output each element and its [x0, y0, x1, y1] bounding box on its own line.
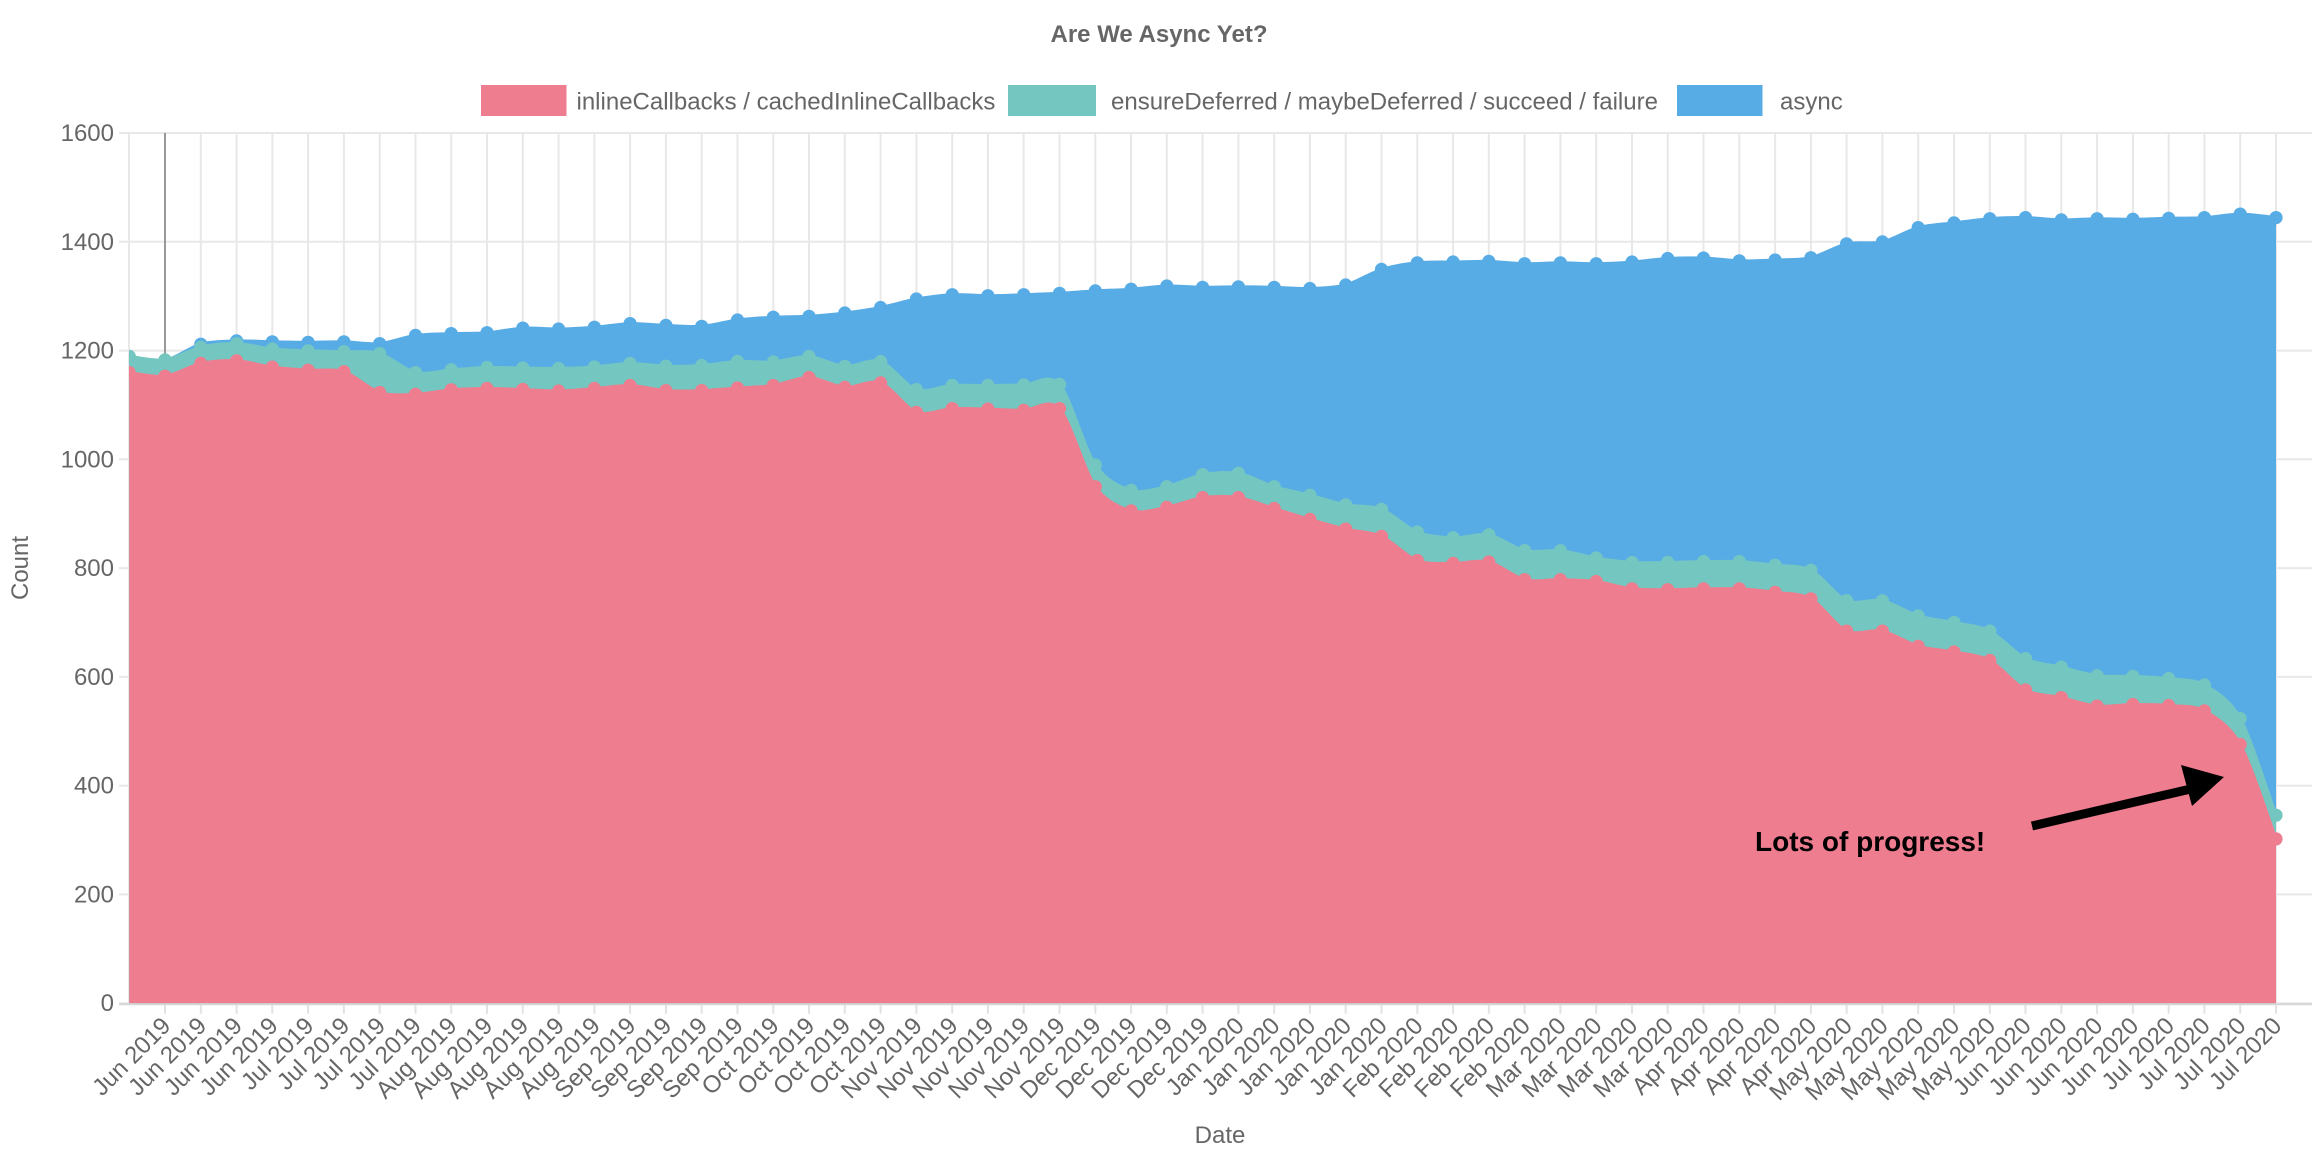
svg-text:800: 800	[74, 555, 114, 582]
svg-text:1400: 1400	[61, 229, 114, 256]
svg-text:Are We Async Yet?: Are We Async Yet?	[1051, 21, 1268, 48]
svg-text:Date: Date	[1195, 1122, 1246, 1149]
svg-text:600: 600	[74, 664, 114, 691]
svg-text:200: 200	[74, 881, 114, 908]
svg-text:inlineCallbacks / cachedInline: inlineCallbacks / cachedInlineCallbacks	[577, 89, 996, 116]
svg-text:400: 400	[74, 773, 114, 800]
svg-text:1000: 1000	[61, 446, 114, 473]
svg-text:ensureDeferred / maybeDeferred: ensureDeferred / maybeDeferred / succeed…	[1111, 89, 1658, 116]
svg-text:Lots of progress!: Lots of progress!	[1755, 826, 1985, 857]
svg-text:0: 0	[101, 990, 114, 1017]
svg-text:Count: Count	[7, 536, 34, 600]
svg-text:async: async	[1780, 89, 1843, 116]
svg-text:1600: 1600	[61, 120, 114, 147]
svg-text:1200: 1200	[61, 338, 114, 365]
